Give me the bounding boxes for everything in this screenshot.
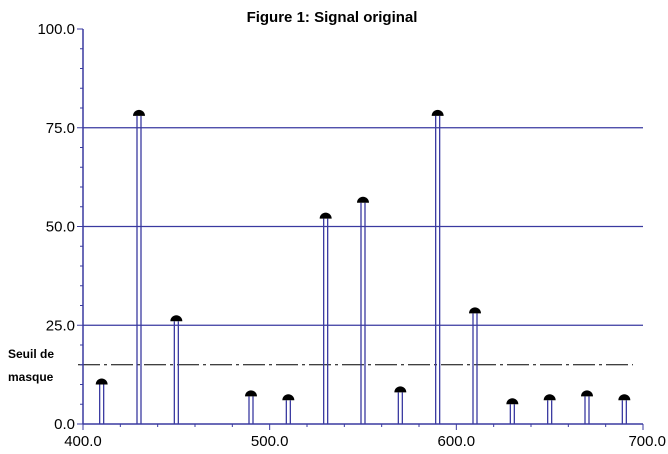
stem-marker	[95, 378, 108, 385]
stem-marker	[357, 196, 369, 203]
x-tick-label: 700.0	[628, 433, 666, 450]
y-tick-label: 100.0	[37, 21, 75, 38]
stem-marker	[394, 386, 407, 393]
chart-title: Figure 1: Signal original	[247, 9, 418, 26]
x-tick-labels: 400.0 500.0 600.0 700.0	[64, 433, 666, 450]
threshold-label-line2: masque	[8, 370, 54, 384]
stem-marker	[618, 394, 631, 401]
stems	[95, 109, 631, 424]
y-tick-label: 75.0	[46, 120, 75, 137]
y-tick-label: 50.0	[46, 219, 75, 236]
stem-marker	[245, 390, 257, 397]
stem-marker	[170, 315, 183, 322]
stem-marker	[282, 394, 295, 401]
grid-lines	[83, 127, 643, 326]
threshold-label-line1: Seuil de	[8, 347, 54, 361]
axes	[77, 28, 644, 430]
stem-marker	[581, 390, 593, 397]
x-tick-label: 500.0	[251, 433, 289, 450]
stem-marker	[543, 394, 556, 401]
x-tick-label: 600.0	[438, 433, 476, 450]
y-tick-label: 25.0	[46, 317, 75, 334]
stem-marker	[469, 307, 481, 314]
stem-marker	[319, 212, 332, 219]
x-tick-label: 400.0	[64, 433, 102, 450]
stem-marker	[506, 398, 519, 405]
y-tick-labels: 0.0 25.0 50.0 75.0 100.0	[37, 21, 75, 433]
stem-marker	[133, 109, 145, 116]
stem-marker	[431, 109, 444, 116]
y-tick-label: 0.0	[54, 416, 75, 433]
